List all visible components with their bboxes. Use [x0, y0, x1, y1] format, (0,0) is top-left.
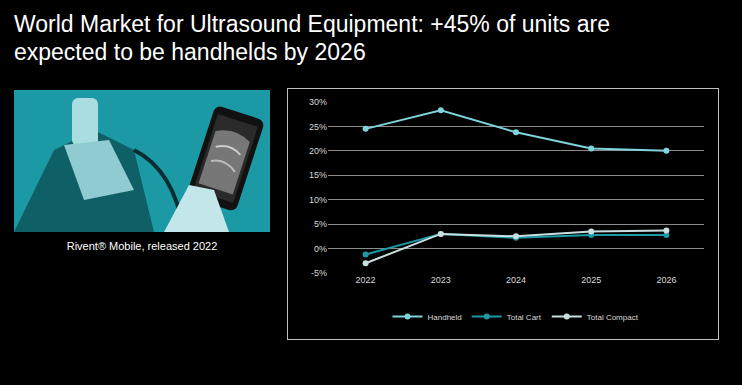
- svg-text:5%: 5%: [314, 219, 327, 229]
- svg-text:25%: 25%: [309, 122, 327, 132]
- svg-text:30%: 30%: [309, 97, 327, 107]
- svg-text:10%: 10%: [309, 195, 327, 205]
- svg-text:2022: 2022: [356, 275, 376, 285]
- svg-text:2023: 2023: [431, 275, 451, 285]
- html-text:Rivent® Mobile, released 2022: Rivent® Mobile, released 2022: [66, 240, 218, 252]
- svg-text:0%: 0%: [314, 244, 327, 254]
- html-text:World Market for Ultrasound Eq: World Market for Ultrasound Equipment: +…: [14, 11, 610, 65]
- svg-text:2025: 2025: [581, 275, 601, 285]
- svg-text:Total Cart: Total Cart: [507, 313, 542, 322]
- svg-text:2024: 2024: [506, 275, 526, 285]
- svg-text:Handheld: Handheld: [428, 313, 462, 322]
- svg-text:-5%: -5%: [311, 268, 327, 278]
- svg-text:20%: 20%: [309, 146, 327, 156]
- svg-text:15%: 15%: [309, 170, 327, 180]
- svg-text:Total Compact: Total Compact: [587, 313, 639, 322]
- svg-text:2026: 2026: [656, 275, 676, 285]
